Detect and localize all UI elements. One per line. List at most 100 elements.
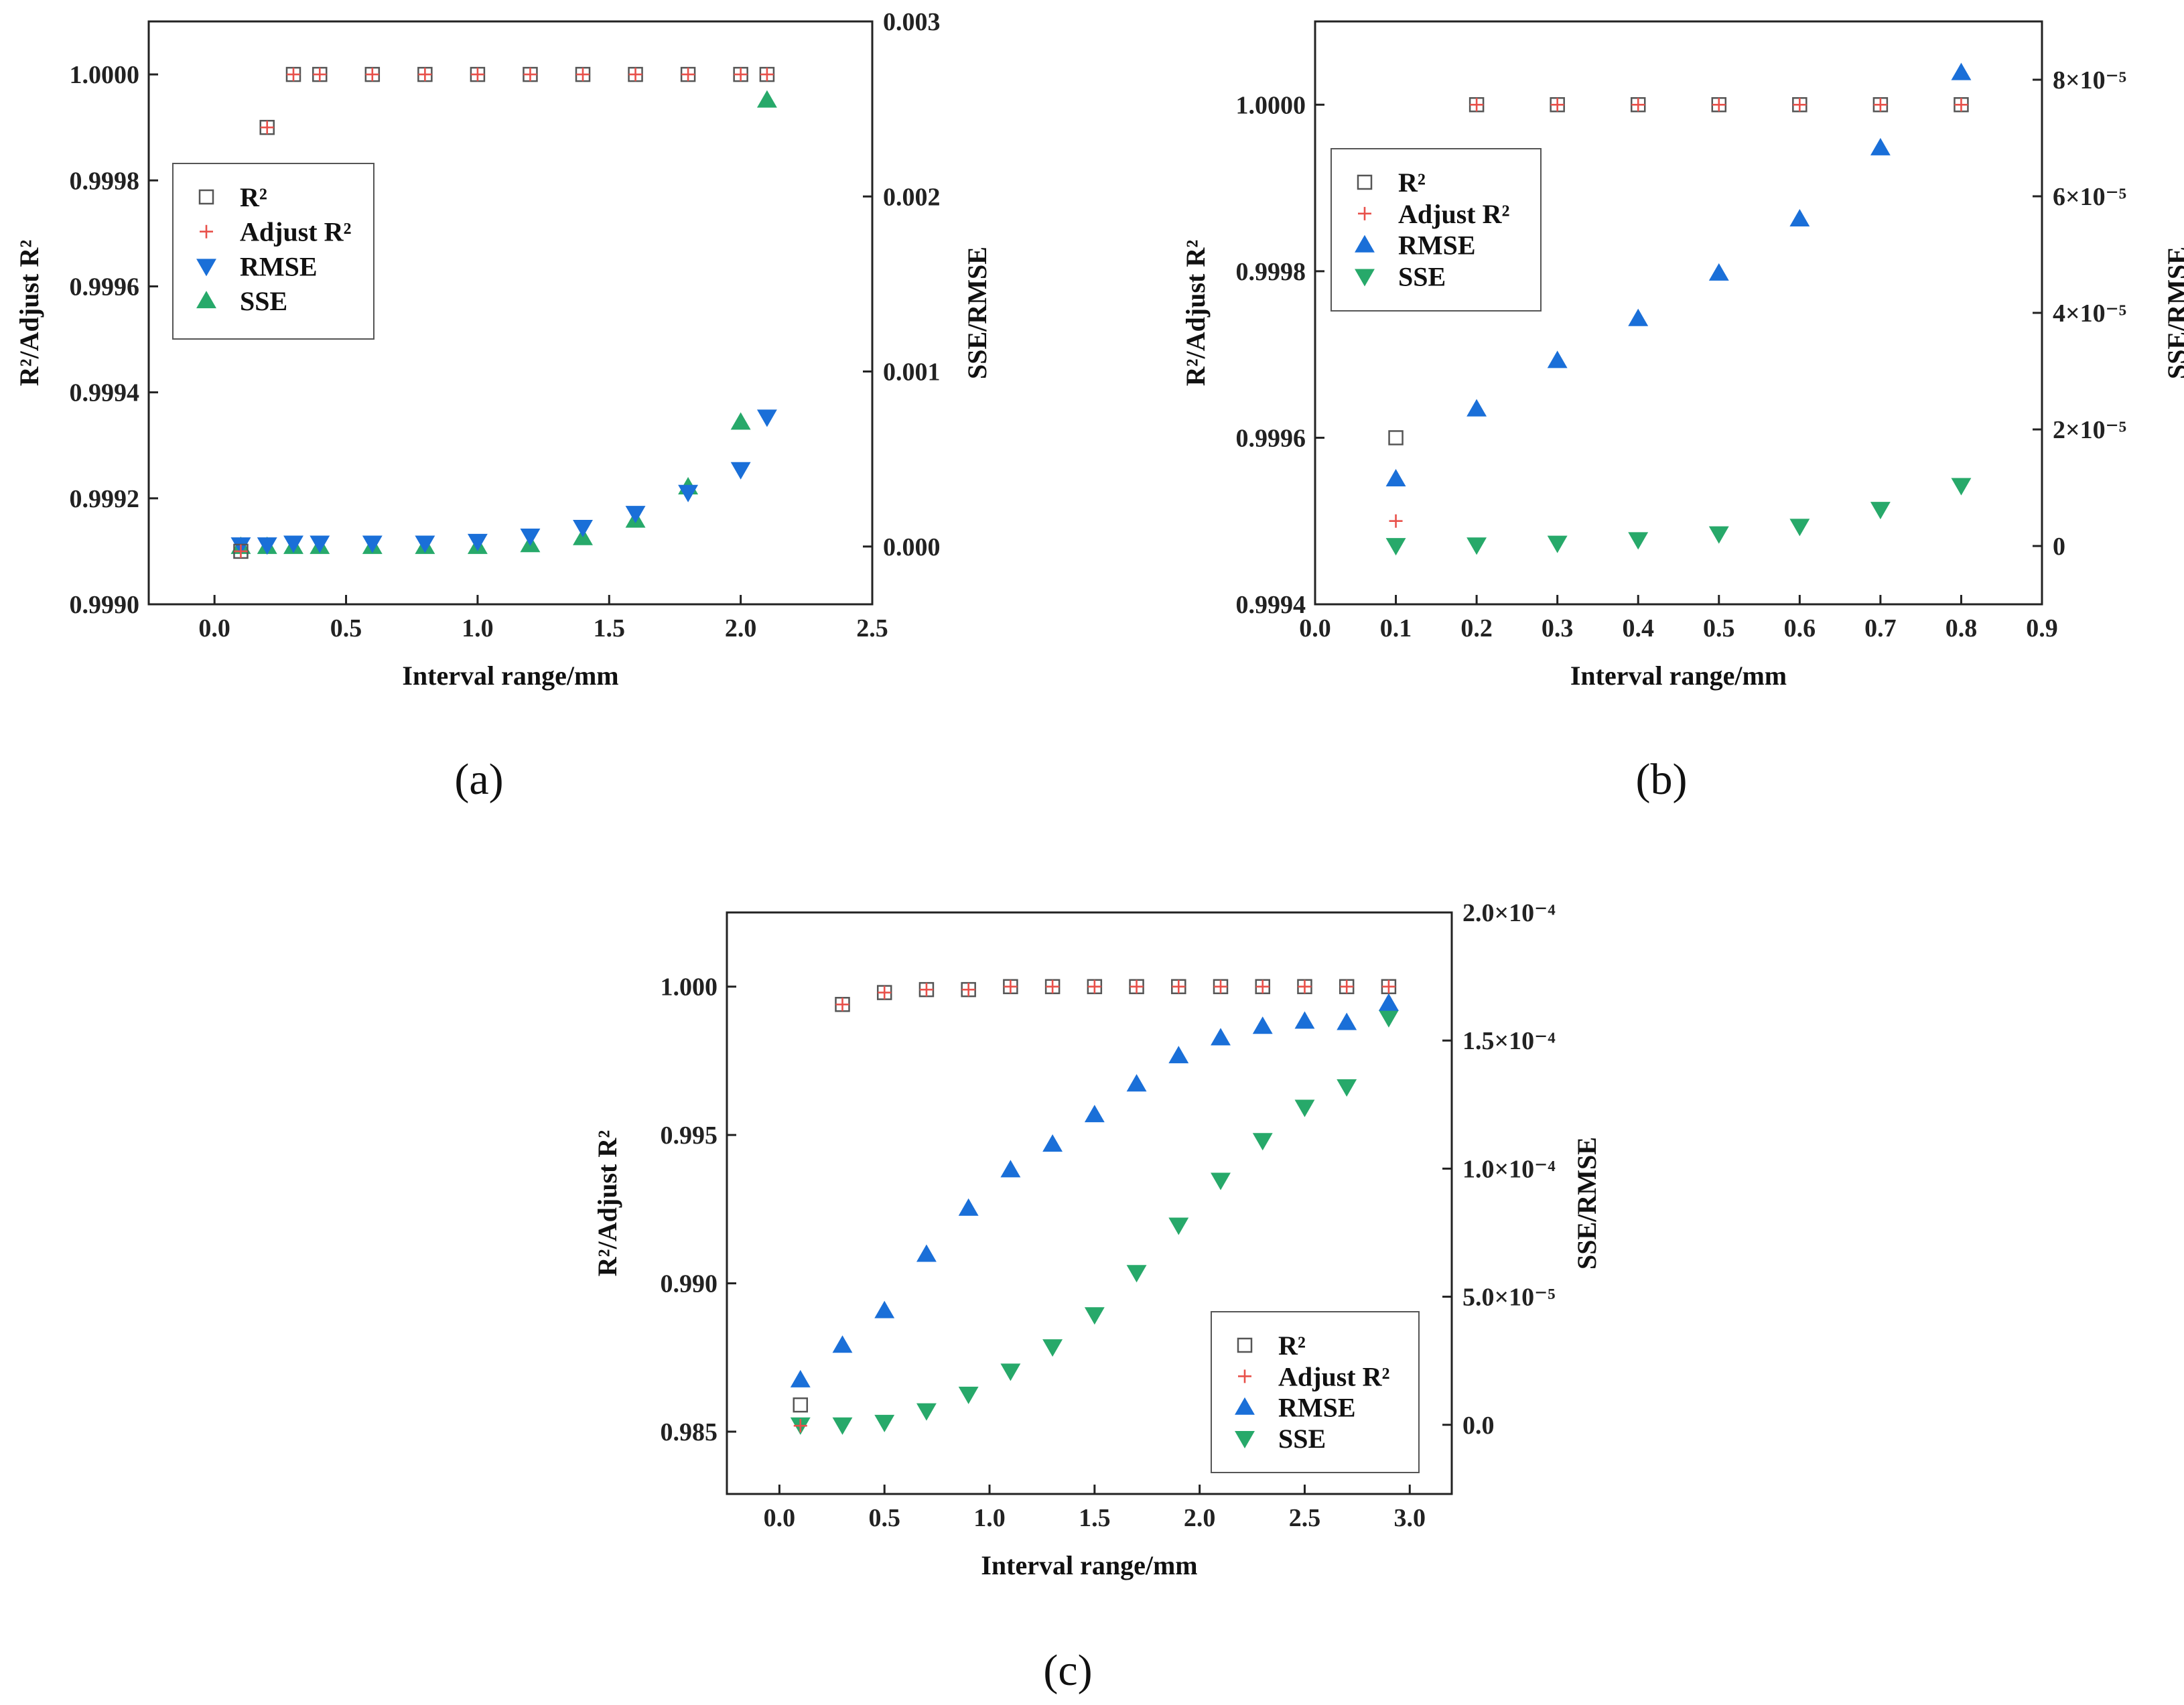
data-point-sse [756,90,777,108]
series-adj [793,979,1395,1433]
chart-panel-c: 0.0 0.5 1.0 1.5 2.0 2.5 3.0 0.985 0.990 0.995 1.00… [592,899,1602,1695]
data-point-sse [1378,1010,1399,1028]
y2-tick-label: 1.0×10⁻⁴ [1462,1155,1556,1183]
legend-label-rmse: RMSE [1278,1393,1356,1423]
y-tick-label: 0.985 [661,1418,718,1446]
data-point-adj [470,68,484,82]
data-point-rmse [1168,1046,1189,1064]
series-adj [234,68,774,558]
data-point-sse [1789,519,1810,537]
y2-tick-label: 2×10⁻⁵ [2053,416,2126,444]
legend-label-r2: R² [1278,1331,1306,1361]
data-point-rmse [756,409,777,427]
data-point-rmse [916,1244,937,1262]
data-point-adj [1470,98,1484,112]
panel-caption: (c) [1043,1646,1092,1695]
data-point-rmse [958,1198,979,1216]
x-tick-label: 0.3 [1542,614,1574,642]
series-rmse [790,993,1399,1387]
x-tick-label: 0.7 [1864,614,1897,642]
legend-marker-sse [196,291,216,309]
y2-axis-label: SSE/RMSE [2162,247,2184,379]
legend-marker-adj [200,224,213,238]
data-point-adj [1046,979,1060,994]
data-point-sse [1168,1217,1189,1235]
x-tick-label: 0.0 [764,1504,796,1532]
data-point-rmse [625,506,646,524]
legend-marker-r2 [198,189,214,205]
series-adj [1389,98,1968,528]
data-point-sse [1000,1363,1021,1381]
x-axis-label: Interval range/mm [402,661,618,691]
data-point-rmse [1378,993,1399,1011]
legend-marker-adj [1358,206,1371,220]
y2-tick-label: 5.0×10⁻⁵ [1462,1284,1556,1312]
x-tick-label: 0.6 [1784,614,1816,642]
x-tick-label: 2.0 [1184,1504,1216,1532]
data-point-sse [874,1414,895,1432]
y2-tick-label: 0.002 [883,183,941,211]
y-tick-label: 0.995 [661,1121,718,1150]
legend-marker-sse [1235,1430,1255,1448]
data-point-adj [287,68,300,82]
y2-tick-label: 0.003 [883,8,941,36]
legend-label-adj: Adjust R² [240,217,351,247]
data-point-sse [730,412,751,430]
legend-label-adj: Adjust R² [1398,199,1509,229]
data-point-rmse [283,535,303,553]
y-tick-label: 0.9994 [1236,591,1306,619]
data-point-sse [1870,502,1891,520]
legend-marker-sse [1355,269,1375,287]
data-point-adj [760,68,774,82]
data-point-adj [1873,98,1887,112]
data-point-adj [1255,979,1270,994]
data-point-sse [1126,1265,1147,1283]
data-point-sse [1628,532,1649,550]
legend-label-rmse: RMSE [1398,230,1476,261]
legend-label-sse: SSE [1278,1424,1326,1454]
x-tick-label: 0.0 [198,614,230,642]
data-point-sse [1547,535,1568,553]
data-point-rmse [1385,469,1406,486]
data-point-r2 [1388,430,1404,446]
y-axis-label: R²/Adjust R² [14,240,44,386]
legend-label-adj: Adjust R² [1278,1361,1389,1391]
data-point-sse [1337,1079,1357,1097]
data-point-rmse [1042,1134,1063,1152]
legend-marker-rmse [196,259,216,277]
data-point-sse [1951,478,1972,496]
y2-axis-label: SSE/RMSE [1572,1137,1602,1270]
data-point-adj [313,68,327,82]
plot-frame [726,911,1453,1495]
y-tick-label: 0.990 [661,1270,718,1298]
y-tick-label: 0.9994 [70,379,140,407]
data-point-sse [1385,538,1406,556]
data-point-sse [832,1417,853,1435]
series-rmse [1385,62,1972,486]
data-point-rmse [257,537,277,555]
data-point-sse [1708,526,1729,544]
legend-marker-adj [1238,1369,1251,1383]
data-point-rmse [415,535,435,553]
data-point-adj [1550,98,1564,112]
y-tick-label: 1.0000 [70,61,140,89]
y-tick-label: 1.0000 [1236,91,1306,119]
data-point-adj [734,68,748,82]
data-point-adj [1340,979,1354,994]
x-tick-label: 0.5 [1703,614,1735,642]
data-point-rmse [362,535,383,553]
legend-label-sse: SSE [240,286,287,316]
data-point-adj [1130,979,1144,994]
legend-marker-r2 [1357,174,1373,190]
x-tick-label: 0.0 [1299,614,1331,642]
y-tick-label: 0.9998 [1236,258,1306,286]
x-tick-label: 2.5 [1289,1504,1321,1532]
y-tick-label: 0.9990 [70,591,140,619]
x-tick-label: 1.5 [594,614,626,642]
data-point-sse [1211,1172,1231,1190]
data-point-adj [1172,979,1186,994]
plot-frame [1314,20,2043,606]
data-point-adj [919,983,933,997]
y2-tick-label: 6×10⁻⁵ [2053,183,2126,211]
